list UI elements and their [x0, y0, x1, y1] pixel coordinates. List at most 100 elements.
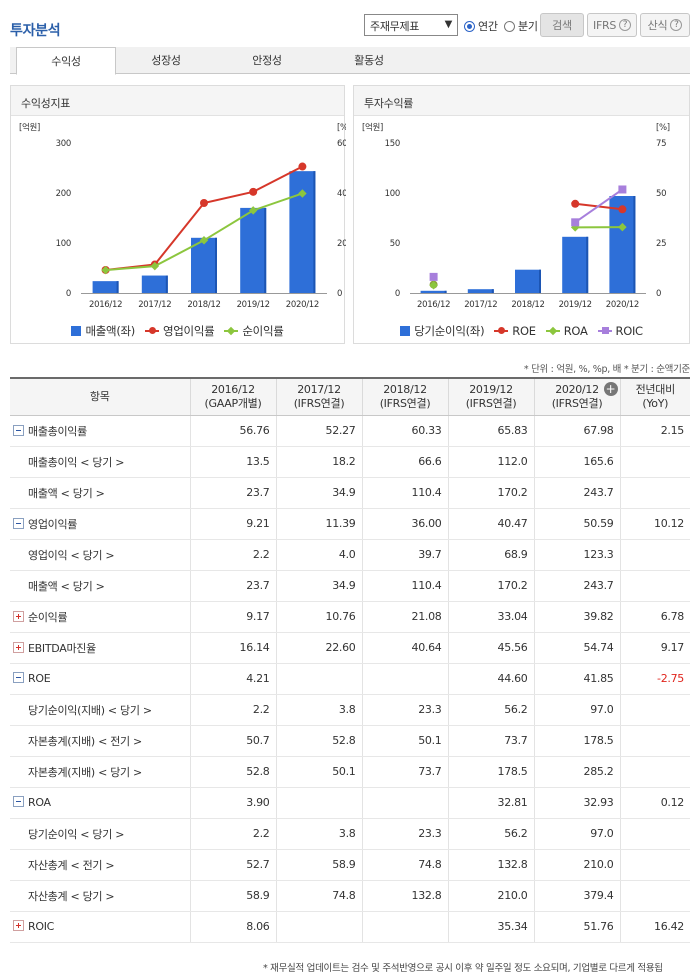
page-title: 투자분석: [10, 23, 61, 39]
point-marker[interactable]: [618, 222, 627, 232]
line-circle-swatch-icon: [144, 326, 159, 336]
table-row: 순이익률 9.17 10.76 21.08 33.04 39.82 6.78: [10, 601, 690, 633]
legend-item-roa[interactable]: ROA: [545, 323, 588, 339]
table-cell: 65.83: [447, 415, 534, 447]
point-marker[interactable]: [200, 199, 208, 207]
table-cell: 2.2: [189, 539, 276, 571]
top-bar: 투자분석 주재무제표 ▼ 연간 분기 검색 IFRS ? 산식 ?: [0, 0, 700, 46]
x-tick-label: 2017/12: [138, 300, 171, 310]
point-marker[interactable]: [618, 205, 627, 214]
series-line: [574, 188, 623, 224]
bar-shadow: [586, 236, 589, 293]
table-cell: 22.60: [275, 632, 362, 664]
point-marker[interactable]: [248, 206, 258, 215]
table-cell: [275, 663, 362, 695]
search-button[interactable]: 검색: [540, 13, 584, 37]
collapse-minus-icon[interactable]: [13, 424, 24, 436]
table-cell: 110.4: [361, 570, 448, 602]
point-marker[interactable]: [618, 185, 627, 194]
line-diamond-swatch-icon: [224, 326, 239, 336]
table-row: 영업이익 < 당기 > 2.2 4.0 39.7 68.9 123.3: [10, 539, 690, 571]
table-row: 자산총계 < 당기 > 58.9 74.8 132.8 210.0 379.4: [10, 880, 690, 912]
expand-plus-icon[interactable]: [13, 610, 24, 622]
bar-shadow: [633, 196, 636, 293]
row-label-cell[interactable]: 영업이익률: [10, 508, 190, 540]
bar[interactable]: [92, 281, 119, 293]
formula-help-button[interactable]: 산식 ?: [640, 13, 690, 37]
collapse-minus-icon[interactable]: [13, 796, 24, 807]
column-header: 2017/12 (IFRS연결): [275, 378, 362, 416]
table-cell: [619, 539, 690, 571]
bar[interactable]: [515, 269, 541, 293]
ifrs-help-button[interactable]: IFRS ?: [587, 13, 637, 37]
collapse-minus-icon[interactable]: [13, 517, 24, 529]
row-label: ROIC: [28, 920, 55, 933]
point-marker[interactable]: [249, 187, 258, 196]
row-label-cell[interactable]: ROA: [10, 787, 190, 819]
panel-title: 수익성지표: [11, 86, 344, 116]
table-cell: 66.6: [361, 446, 448, 478]
tab-bar: 수익성 성장성 안정성 활동성: [10, 47, 690, 75]
point-marker[interactable]: [429, 272, 438, 281]
legend-item-roe[interactable]: ROE: [494, 323, 536, 339]
row-label-cell: 자산총계 < 당기 >: [10, 880, 190, 912]
table-cell: -2.75: [619, 663, 690, 695]
bar[interactable]: [420, 290, 447, 293]
legend-item-net-income[interactable]: 당기순이익(좌): [400, 323, 485, 339]
table-cell: 50.59: [533, 508, 620, 540]
bar[interactable]: [467, 289, 494, 293]
table-cell: 9.17: [619, 632, 690, 664]
radio-annual-label: 연간: [478, 20, 498, 33]
point-marker[interactable]: [298, 162, 307, 171]
legend-item-roic[interactable]: ROIC: [597, 323, 643, 339]
right-tick-label: 50: [656, 189, 666, 199]
table-cell: 379.4: [533, 880, 620, 912]
point-marker[interactable]: [199, 236, 209, 245]
table-cell: 32.93: [533, 787, 620, 819]
radio-annual[interactable]: 연간: [464, 18, 498, 34]
radio-unchecked-icon: [504, 20, 515, 32]
table-cell: 23.7: [189, 477, 276, 509]
point-marker[interactable]: [101, 265, 110, 275]
column-header: 2018/12 (IFRS연결): [361, 378, 448, 416]
legend-item-operating-margin[interactable]: 영업이익률: [144, 323, 215, 339]
table-cell: 10.76: [275, 601, 362, 633]
tab-activity[interactable]: 활동성: [354, 54, 384, 67]
point-marker[interactable]: [150, 261, 160, 271]
legend-item-net-margin[interactable]: 순이익률: [224, 323, 284, 339]
bar[interactable]: [240, 207, 267, 293]
table-cell: 3.90: [189, 787, 276, 819]
point-marker[interactable]: [571, 218, 580, 227]
tab-stability[interactable]: 안정성: [252, 54, 282, 67]
x-tick-label: 2019/12: [237, 300, 270, 310]
bar-shadow: [264, 207, 267, 293]
table-cell: 132.8: [447, 849, 534, 881]
row-label-cell: 매출총이익 < 당기 >: [10, 446, 190, 478]
tab-growth[interactable]: 성장성: [151, 54, 181, 67]
bar[interactable]: [141, 275, 168, 293]
table-cell: 74.8: [275, 880, 362, 912]
table-cell: 73.7: [361, 756, 448, 788]
statement-select[interactable]: 주재무제표 ▼: [364, 14, 458, 36]
point-marker[interactable]: [571, 199, 580, 208]
bar[interactable]: [191, 237, 217, 293]
row-label-cell[interactable]: 순이익률: [10, 601, 190, 633]
radio-quarter[interactable]: 분기: [504, 18, 538, 34]
table-cell: 41.85: [533, 663, 620, 695]
row-label-cell[interactable]: ROE: [10, 663, 190, 695]
point-marker[interactable]: [298, 189, 307, 198]
row-label-cell[interactable]: EBITDA마진율: [10, 632, 190, 664]
expand-plus-icon[interactable]: [13, 641, 24, 653]
add-column-icon[interactable]: +: [603, 382, 618, 396]
bar-swatch-icon: [400, 326, 411, 336]
left-axis-unit: [억원]: [362, 122, 383, 133]
legend-item-sales[interactable]: 매출액(좌): [71, 323, 135, 339]
tab-profitability[interactable]: 수익성: [16, 47, 116, 75]
bar[interactable]: [562, 236, 589, 293]
expand-plus-icon[interactable]: [13, 920, 24, 931]
collapse-minus-icon[interactable]: [13, 672, 24, 683]
row-label-cell[interactable]: ROIC: [10, 911, 190, 943]
table-cell: 112.0: [447, 446, 534, 478]
row-label-cell[interactable]: 매출총이익률: [10, 415, 190, 447]
table-cell: 36.00: [361, 508, 448, 540]
